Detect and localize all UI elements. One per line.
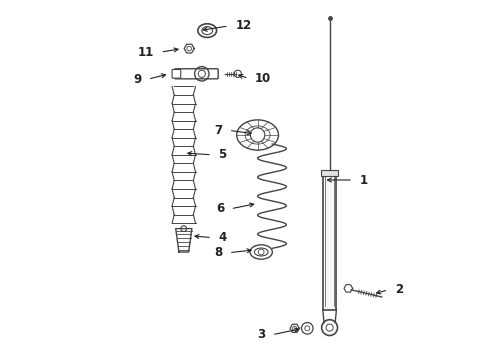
FancyBboxPatch shape [172, 69, 181, 78]
Text: 9: 9 [133, 73, 141, 86]
Text: 6: 6 [216, 202, 224, 215]
Text: 1: 1 [360, 174, 368, 186]
FancyBboxPatch shape [174, 69, 218, 79]
FancyBboxPatch shape [323, 173, 337, 310]
Text: 11: 11 [138, 46, 154, 59]
Text: 3: 3 [257, 328, 266, 341]
Text: 4: 4 [219, 231, 226, 244]
Text: 12: 12 [235, 19, 251, 32]
Text: 8: 8 [214, 246, 222, 259]
Text: 7: 7 [214, 124, 222, 137]
Text: 10: 10 [255, 72, 271, 85]
Text: 5: 5 [219, 148, 226, 161]
FancyBboxPatch shape [321, 170, 339, 176]
Text: 2: 2 [395, 283, 403, 296]
